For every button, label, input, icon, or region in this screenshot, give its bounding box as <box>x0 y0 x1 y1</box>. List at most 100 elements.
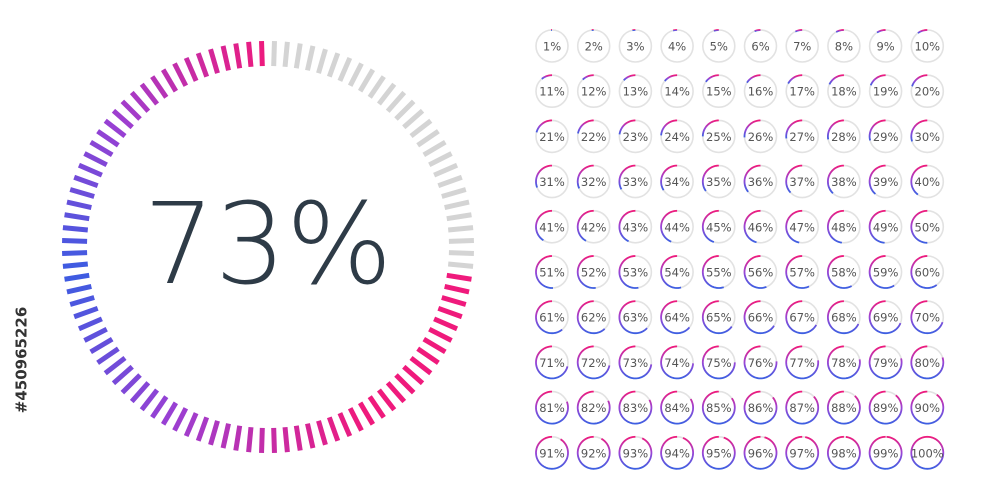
gauge-segment <box>66 199 92 210</box>
ring-label: 39% <box>873 175 899 189</box>
ring-label: 61% <box>539 311 565 325</box>
gauge-segment <box>83 326 108 343</box>
gauge-segment <box>376 388 397 412</box>
ring-label: 54% <box>664 266 690 280</box>
ring-arc <box>826 209 844 244</box>
ring-label: 29% <box>873 130 899 144</box>
gauge-track <box>367 75 386 99</box>
ring-label: 45% <box>706 220 732 234</box>
gauge-track <box>433 162 459 178</box>
ring-label: 16% <box>748 85 774 99</box>
ring-arc <box>868 390 903 425</box>
ring-label: 82% <box>581 401 607 415</box>
ring-arc <box>869 74 886 86</box>
gauge-segment <box>62 250 88 256</box>
ring-label: 59% <box>873 266 899 280</box>
gauge-segment <box>62 238 88 244</box>
gauge-segment <box>150 75 169 99</box>
ring-label: 5% <box>710 40 728 54</box>
ring-label: 56% <box>748 266 774 280</box>
ring-arc <box>576 255 596 289</box>
ring-arc <box>787 74 803 84</box>
ring-label: 69% <box>873 311 899 325</box>
ring-label: 63% <box>623 311 649 325</box>
ring-arc <box>743 209 761 244</box>
ring-arc <box>672 29 678 32</box>
ring-label: 22% <box>581 130 607 144</box>
ring-arc <box>535 345 569 380</box>
gauge-segment <box>66 284 92 295</box>
gauge-segment <box>357 401 376 426</box>
ring-label: 83% <box>623 401 649 415</box>
gauge-segment <box>220 45 231 71</box>
gauge-segment <box>367 395 386 419</box>
gauge-segment <box>208 48 220 74</box>
ring-label: 25% <box>706 130 732 144</box>
ring-label: 93% <box>623 446 649 460</box>
ring-arc <box>701 435 736 470</box>
gauge-segment <box>428 326 453 343</box>
gauge-segment <box>233 43 243 69</box>
ring-label: 13% <box>623 85 649 99</box>
ring-label: 90% <box>915 401 941 415</box>
ring-label: 81% <box>539 401 565 415</box>
ring-label: 10% <box>915 40 941 54</box>
ring-label: 100% <box>911 446 944 460</box>
gauge-segment <box>208 420 220 446</box>
gauge-track <box>347 62 364 87</box>
ring-label: 49% <box>873 220 899 234</box>
ring-arc <box>660 390 695 425</box>
ring-label: 77% <box>789 356 815 370</box>
gauge-label: 73% <box>144 180 393 310</box>
ring-arc <box>785 164 803 194</box>
gauge-track <box>326 52 341 78</box>
gauge-segment <box>337 412 353 438</box>
ring-label: 19% <box>873 85 899 99</box>
ring-arc <box>660 255 682 289</box>
ring-label: 38% <box>831 175 857 189</box>
gauge-segment <box>183 56 199 82</box>
gauge-segment <box>433 316 459 332</box>
gauge-track <box>316 48 328 74</box>
stock-id: #450965226 <box>13 307 31 414</box>
ring-label: 34% <box>664 175 690 189</box>
gauge-track <box>446 212 472 222</box>
ring-arc <box>826 255 853 289</box>
ring-arc <box>535 300 563 335</box>
ring-label: 62% <box>581 311 607 325</box>
ring-arc <box>868 119 886 141</box>
ring-label: 71% <box>539 356 565 370</box>
gauge-segment <box>150 395 169 419</box>
ring-label: 18% <box>831 85 857 99</box>
gauge-track <box>448 250 474 256</box>
ring-arc <box>785 435 820 470</box>
ring-label: 43% <box>623 220 649 234</box>
ring-arc <box>917 29 928 34</box>
gauge-track <box>444 199 470 210</box>
ring-arc <box>868 300 902 335</box>
gauge-segment <box>422 336 447 355</box>
gauge-track <box>385 90 407 113</box>
gauge-segment <box>64 212 90 222</box>
ring-arc <box>910 345 945 380</box>
ring-label: 26% <box>748 130 774 144</box>
gauge-segment <box>195 416 210 442</box>
gauge-segment <box>437 305 463 320</box>
ring-label: 98% <box>831 446 857 460</box>
ring-arc <box>535 164 553 188</box>
ring-arc <box>701 119 719 137</box>
gauge-segment <box>195 52 210 78</box>
ring-arc <box>827 164 844 194</box>
ring-label: 67% <box>789 311 815 325</box>
gauge-track <box>271 41 277 67</box>
gauge-segment <box>103 355 127 376</box>
ring-arc <box>713 29 719 32</box>
ring-label: 75% <box>706 356 732 370</box>
ring-arc <box>910 390 945 425</box>
ring-arc <box>868 435 903 470</box>
ring-arc <box>785 209 803 244</box>
gauge-segment <box>73 305 99 320</box>
ring-label: 27% <box>789 130 815 144</box>
ring-arc <box>701 255 724 289</box>
ring-label: 96% <box>748 446 774 460</box>
